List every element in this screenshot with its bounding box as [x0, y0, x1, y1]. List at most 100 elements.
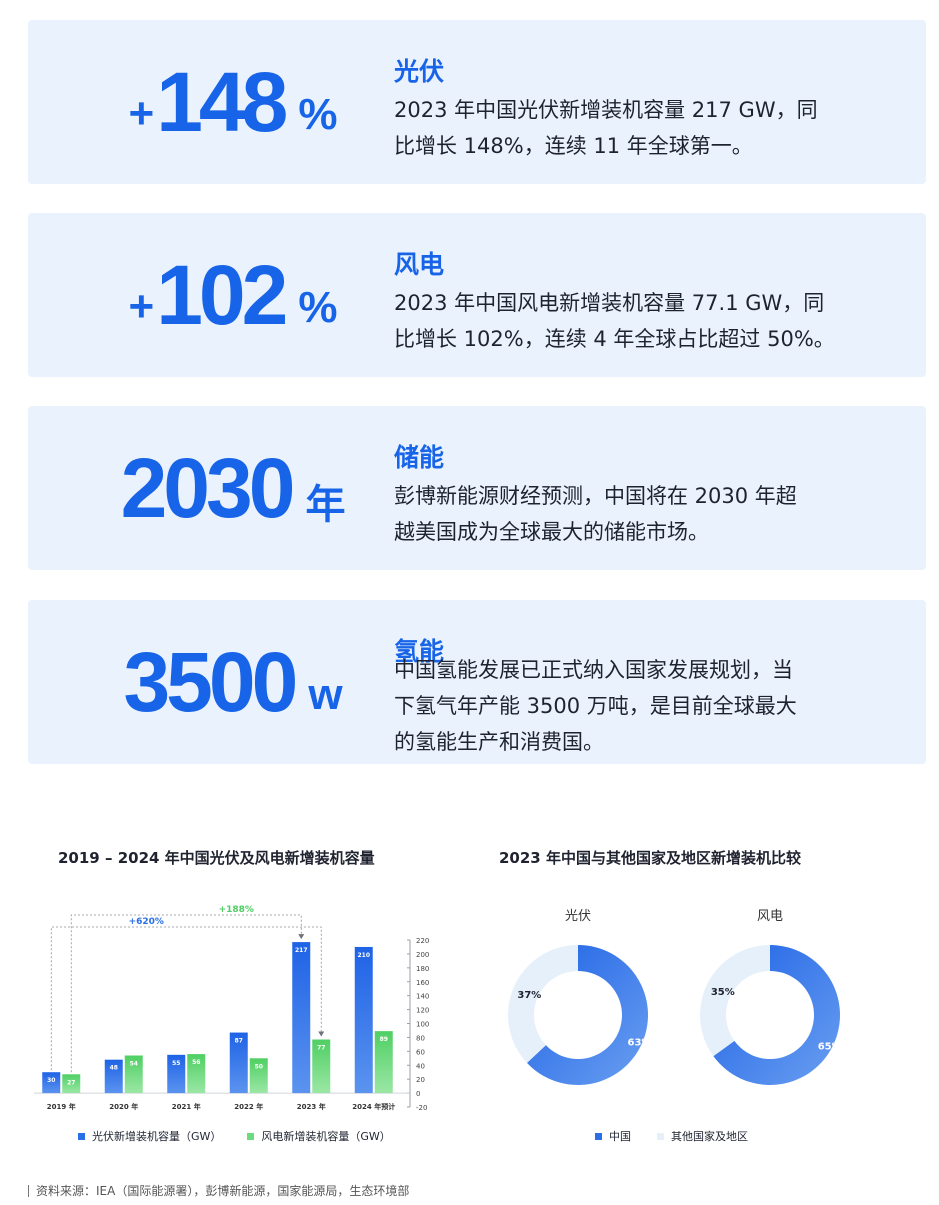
bar-wind [187, 1054, 206, 1094]
legend-item-other: 其他国家及地区 [657, 1128, 748, 1144]
y-tick-label: 80 [416, 1034, 425, 1042]
y-tick-label: 180 [416, 965, 429, 973]
card-text-line: 2023 年中国风电新增装机容量 77.1 GW，同 [394, 291, 825, 315]
annotation-label: +620% [129, 917, 164, 927]
card-text-line: 越美国成为全球最大的储能市场。 [394, 520, 709, 544]
slice-label: 35% [711, 987, 735, 998]
card-title: 氢能 [394, 637, 445, 666]
slice-label: 63% [628, 1038, 652, 1049]
data-label-solar: 87 [235, 1038, 243, 1045]
stat-unit: % [298, 90, 338, 139]
card-text-line: 比增长 148%，连续 11 年全球第一。 [394, 134, 753, 158]
legend-swatch [78, 1132, 85, 1140]
stat-card-storage: 2030 年 储能 彭博新能源财经预测，中国将在 2030 年超 越美国成为全球… [28, 406, 926, 570]
data-label-wind: 77 [317, 1045, 325, 1052]
data-label-wind: 89 [380, 1036, 388, 1043]
slice-china [713, 945, 840, 1085]
donut-chart: 光伏 63% 37% 风电 65% 35% [508, 909, 842, 1085]
legend-swatch [595, 1132, 602, 1140]
stat-unit: w [308, 670, 343, 719]
card-text-line: 彭博新能源财经预测，中国将在 2030 年超 [394, 484, 797, 508]
slice-label: 65% [818, 1041, 842, 1052]
annotation-bracket [70, 914, 302, 1073]
y-tick-label: 40 [416, 1062, 425, 1070]
data-label-wind: 54 [130, 1061, 138, 1068]
bar-solar [42, 1072, 61, 1094]
stat-prefix: + [128, 282, 155, 331]
stat-prefix: + [128, 89, 155, 138]
bar-chart-title: 2019 – 2024 年中国光伏及风电新增装机容量 [58, 849, 375, 867]
bar-chart-legend: 光伏新增装机容量（GW） 风电新增装机容量（GW） [78, 1128, 391, 1144]
legend-swatch [657, 1132, 664, 1140]
stat-number: 102 [156, 248, 288, 342]
stat-value: 3500 w [88, 600, 378, 764]
annotation-label: +188% [219, 905, 254, 915]
data-label-solar: 55 [172, 1060, 180, 1067]
data-label-wind: 56 [192, 1059, 200, 1066]
stat-card-solar: + 148 % 光伏 2023 年中国光伏新增装机容量 217 GW，同 比增长… [28, 20, 926, 184]
stat-number: 3500 [123, 635, 298, 729]
slice-other [508, 945, 578, 1063]
slice-other [700, 945, 770, 1057]
annotation-arrow [318, 1031, 325, 1037]
stat-card-wind: + 102 % 风电 2023 年中国风电新增装机容量 77.1 GW，同 比增… [28, 213, 926, 377]
legend-label: 其他国家及地区 [671, 1130, 748, 1143]
y-tick-label: 160 [416, 979, 429, 987]
card-text-line: 的氢能生产和消费国。 [394, 730, 604, 754]
card-title: 风电 [394, 250, 445, 279]
source-note: 资料来源：IEA（国际能源署），彭博新能源，国家能源局，生态环境部 [28, 1185, 409, 1197]
slice-label: 37% [517, 990, 541, 1001]
x-tick-label: 2024 年预计 [352, 1102, 395, 1111]
y-tick-label: -20 [416, 1104, 427, 1112]
legend-item-wind: 风电新增装机容量（GW） [247, 1128, 391, 1144]
x-tick-label: 2019 年 [47, 1102, 76, 1111]
bar-wind [62, 1074, 81, 1094]
y-tick-label: 140 [416, 993, 429, 1001]
bar-wind [312, 1039, 331, 1094]
slice-china [526, 945, 648, 1085]
donut-0: 光伏 63% 37% [508, 909, 651, 1085]
legend-label: 中国 [609, 1130, 631, 1143]
y-tick-label: 20 [416, 1076, 425, 1084]
donut-label: 光伏 [565, 909, 591, 924]
data-label-solar: 217 [295, 947, 308, 954]
legend-swatch [247, 1132, 255, 1140]
bar-solar [354, 946, 373, 1094]
legend-label: 光伏新增装机容量（GW） [92, 1130, 222, 1143]
bar-solar [292, 942, 311, 1094]
stat-unit: % [298, 283, 338, 332]
card-text: 2023 年中国光伏新增装机容量 217 GW，同 比增长 148%，连续 11… [394, 92, 864, 164]
x-tick-label: 2022 年 [234, 1102, 263, 1111]
bar-solar [229, 1032, 248, 1094]
x-tick-label: 2020 年 [109, 1102, 138, 1111]
bar-wind [374, 1031, 393, 1094]
y-tick-label: 200 [416, 951, 429, 959]
annotation-bracket [50, 926, 322, 1071]
card-text-line: 比增长 102%，连续 4 年全球占比超过 50%。 [394, 327, 835, 351]
bar-solar [104, 1059, 123, 1094]
stat-number: 2030 [120, 441, 296, 535]
data-label-solar: 210 [357, 952, 370, 959]
bar-solar [167, 1054, 186, 1094]
donut-chart-title: 2023 年中国与其他国家及地区新增装机比较 [499, 849, 801, 867]
card-text: 彭博新能源财经预测，中国将在 2030 年超 越美国成为全球最大的储能市场。 [394, 478, 864, 550]
card-title: 光伏 [394, 57, 445, 86]
stat-number: 148 [156, 55, 288, 149]
annotation-arrow [298, 934, 305, 940]
stat-card-hydrogen: 3500 w 氢能 中国氢能发展已正式纳入国家发展规划，当 下氢气年产能 350… [28, 600, 926, 764]
bar-wind [249, 1058, 268, 1094]
data-label-wind: 50 [255, 1063, 263, 1070]
donut-chart-legend: 中国 其他国家及地区 [595, 1128, 748, 1144]
card-text-line: 2023 年中国光伏新增装机容量 217 GW，同 [394, 98, 818, 122]
stat-value: 2030 年 [88, 406, 378, 570]
x-tick-label: 2023 年 [297, 1102, 326, 1111]
legend-label: 风电新增装机容量（GW） [261, 1130, 391, 1143]
y-tick-label: 60 [416, 1048, 425, 1056]
stat-value: + 148 % [88, 20, 378, 184]
y-tick-label: 120 [416, 1007, 429, 1015]
y-tick-label: 0 [416, 1090, 420, 1098]
stat-unit: 年 [305, 483, 346, 527]
card-text: 中国氢能发展已正式纳入国家发展规划，当 下氢气年产能 3500 万吨，是目前全球… [394, 652, 864, 760]
card-text: 2023 年中国风电新增装机容量 77.1 GW，同 比增长 102%，连续 4… [394, 285, 864, 357]
